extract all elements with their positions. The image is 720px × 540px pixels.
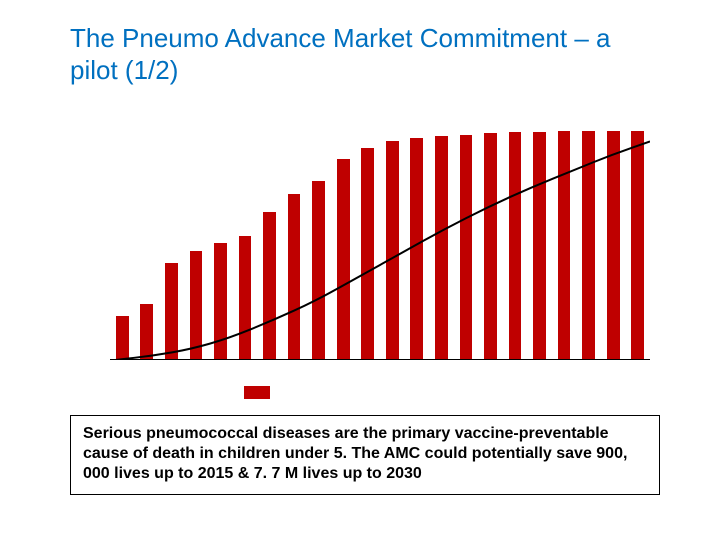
slide: The Pneumo Advance Market Commitment – a… xyxy=(0,0,720,540)
caption-box: Serious pneumococcal diseases are the pr… xyxy=(70,415,660,495)
overlay-curve xyxy=(110,130,650,360)
slide-title: The Pneumo Advance Market Commitment – a… xyxy=(70,22,630,86)
caption-text: Serious pneumococcal diseases are the pr… xyxy=(83,425,627,482)
legend-swatch xyxy=(244,386,270,399)
chart-area xyxy=(110,130,650,360)
curve-path xyxy=(115,142,650,361)
